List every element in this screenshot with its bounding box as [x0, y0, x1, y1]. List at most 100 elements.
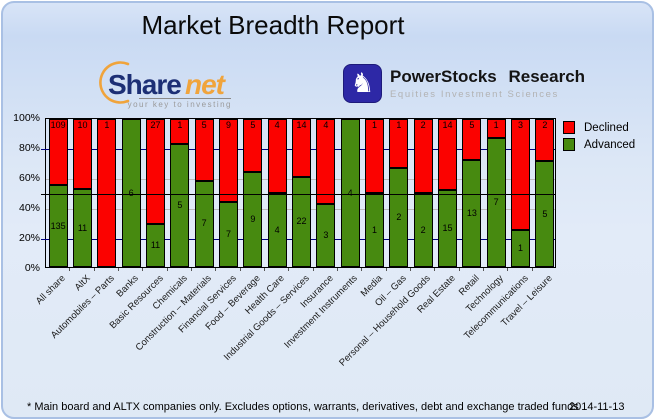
- gridline-50pct: [41, 193, 555, 195]
- bar-segment-declined: 1: [486, 119, 506, 138]
- bar-segment-advanced: 11: [146, 224, 165, 267]
- bar-all-share: 109 135: [48, 119, 68, 267]
- report-date: 2014-11-13: [569, 401, 625, 413]
- advanced-count-label: 3: [323, 229, 329, 240]
- powerstocks-logo: ♞ PowerStocks Research Equities Investme…: [343, 64, 585, 103]
- bar-segment-advanced: 3: [316, 203, 336, 267]
- x-axis-tick: [93, 268, 95, 271]
- bar-segment-declined: 1: [365, 119, 384, 193]
- advanced-count-label: 13: [466, 208, 477, 219]
- advanced-count-label: 11: [77, 222, 88, 233]
- y-axis-label: 100%: [13, 112, 40, 124]
- sharenet-arc-icon: [99, 61, 130, 104]
- advanced-count-label: 4: [274, 224, 280, 235]
- declined-count-label: 1: [493, 120, 499, 130]
- bar-segment-advanced: 2: [413, 193, 433, 267]
- bar-segment-advanced: 1: [511, 230, 530, 267]
- bar-segment-declined: 27: [146, 119, 165, 225]
- bar-segment-declined: 9: [219, 119, 238, 203]
- x-axis-tick: [191, 268, 192, 271]
- legend-item-advanced: Advanced: [563, 136, 635, 153]
- legend-swatch-advanced: [563, 138, 575, 151]
- x-axis-tick: [69, 268, 71, 271]
- advanced-count-label: 4: [347, 187, 353, 198]
- bar-segment-declined: 4: [316, 119, 336, 204]
- bar-segment-advanced: 5: [170, 143, 190, 267]
- powerstocks-subtitle: Equities Investment Sciences: [390, 89, 559, 100]
- bar-segment-declined: 109: [48, 119, 68, 186]
- advanced-count-label: 7: [225, 229, 231, 240]
- legend-swatch-declined: [563, 121, 575, 134]
- y-axis-label: 80%: [18, 142, 40, 154]
- declined-count-label: 10: [77, 120, 88, 130]
- bar-industrial-goods-services: 14 22: [292, 119, 311, 267]
- declined-count-label: 27: [150, 120, 161, 130]
- x-axis-tick: [507, 268, 509, 271]
- bar-segment-declined: 5: [462, 119, 482, 161]
- declined-count-label: 5: [469, 120, 475, 130]
- bar-segment-declined: 5: [194, 119, 214, 181]
- bar-segment-declined: 5: [243, 119, 263, 172]
- bar-retail: 5 13: [462, 119, 482, 267]
- bar-investment-instruments: 4: [340, 119, 360, 267]
- x-axis-tick: [142, 268, 144, 271]
- advanced-count-label: 1: [371, 224, 377, 235]
- bar-automobiles-parts: 1: [97, 119, 117, 267]
- advanced-count-label: 11: [150, 240, 161, 251]
- declined-count-label: 4: [274, 120, 280, 130]
- bar-segment-advanced: 9: [243, 171, 263, 267]
- footnote: * Main board and ALTX companies only. Ex…: [27, 401, 579, 413]
- bar-segment-advanced: 5: [535, 161, 555, 267]
- x-axis-tick: [239, 268, 241, 271]
- x-axis-tick: [288, 268, 290, 271]
- sharenet-logo: Share net your key to investing: [95, 60, 285, 115]
- advanced-count-label: 7: [201, 218, 207, 229]
- x-axis-tick: [385, 268, 387, 271]
- advanced-count-label: 7: [493, 196, 499, 207]
- bar-segment-advanced: 4: [267, 193, 287, 267]
- chart-legend: Declined Advanced: [563, 119, 635, 153]
- x-axis-tick: [215, 268, 217, 271]
- bar-segment-declined: 14: [438, 119, 457, 191]
- bar-segment-advanced: 11: [73, 189, 92, 267]
- knight-glyph: ♞: [350, 68, 375, 98]
- declined-count-label: 14: [296, 120, 307, 130]
- y-axis-label: 40%: [18, 202, 40, 214]
- bar-segment-declined: 2: [413, 119, 433, 193]
- bar-segment-advanced: 1: [365, 193, 384, 267]
- advanced-count-label: 1: [517, 243, 523, 253]
- x-axis-tick: [166, 268, 168, 271]
- bar-segment-advanced: 15: [438, 190, 457, 267]
- advanced-count-label: 2: [396, 212, 402, 223]
- x-axis-tick: [361, 268, 363, 271]
- declined-count-label: 1: [104, 120, 110, 130]
- bar-segment-advanced: 135: [48, 185, 68, 267]
- x-axis-tick: [458, 268, 460, 271]
- declined-count-label: 9: [225, 120, 231, 130]
- sharenet-word-share: Share: [108, 69, 181, 100]
- bar-segment-advanced: 7: [486, 137, 506, 267]
- declined-count-label: 14: [442, 120, 453, 130]
- advanced-count-label: 9: [250, 213, 256, 224]
- legend-label: Declined: [584, 121, 629, 134]
- bar-segment-declined: 2: [535, 119, 555, 162]
- declined-count-label: 1: [396, 120, 402, 130]
- advanced-count-label: 2: [420, 224, 426, 235]
- knight-chess-piece-icon: ♞: [343, 64, 382, 103]
- declined-count-label: 1: [371, 120, 377, 130]
- bar-segment-advanced: 22: [292, 176, 311, 267]
- declined-count-label: 1: [177, 120, 183, 130]
- bar-segment-advanced: 7: [194, 180, 214, 267]
- bar-segment-advanced: 4: [340, 119, 360, 267]
- sharenet-tagline: your key to investing: [128, 100, 232, 109]
- advanced-count-label: 5: [542, 208, 548, 219]
